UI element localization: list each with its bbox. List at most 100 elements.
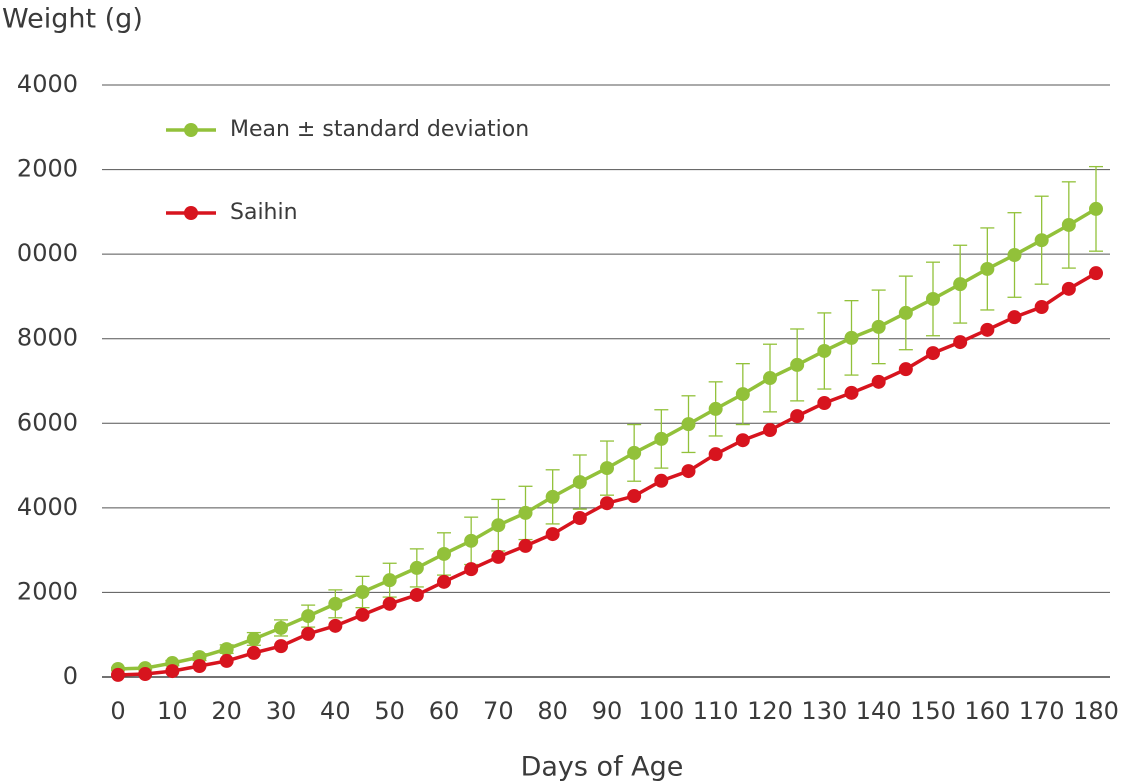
x-tick-label: 20 <box>211 697 242 725</box>
data-point <box>1007 310 1022 325</box>
data-point <box>871 319 886 334</box>
y-tick-label: 0 <box>63 662 78 690</box>
data-point <box>301 609 316 624</box>
x-tick-label: 160 <box>964 697 1010 725</box>
data-point <box>246 631 261 646</box>
y-tick-label: 0000 <box>17 239 78 267</box>
data-point <box>274 639 288 654</box>
data-point <box>681 464 696 479</box>
data-point <box>1061 281 1076 296</box>
data-point <box>437 546 451 561</box>
data-point <box>382 573 397 588</box>
x-tick-label: 100 <box>638 697 684 725</box>
data-point <box>708 447 723 462</box>
x-tick-label: 170 <box>1019 697 1065 725</box>
data-point <box>382 596 397 611</box>
data-point <box>572 511 587 526</box>
data-point <box>763 423 777 438</box>
x-tick-label: 70 <box>483 697 514 725</box>
y-tick-label: 4000 <box>17 70 78 98</box>
data-point <box>790 357 805 372</box>
legend-marker <box>184 206 198 220</box>
data-point <box>491 518 506 533</box>
y-axis-title: Weight (g) <box>2 4 143 35</box>
data-point <box>355 607 370 622</box>
x-tick-label: 110 <box>693 697 739 725</box>
data-point <box>844 330 859 345</box>
data-point <box>409 587 424 602</box>
data-point <box>138 667 153 682</box>
data-point <box>464 533 479 548</box>
x-tick-label: 150 <box>910 697 956 725</box>
data-point <box>790 409 805 424</box>
x-tick-label: 130 <box>801 697 847 725</box>
x-tick-label: 50 <box>374 697 405 725</box>
data-point <box>491 549 506 564</box>
y-tick-label: 6000 <box>17 408 78 436</box>
data-point <box>627 445 642 460</box>
x-tick-label: 80 <box>537 697 568 725</box>
data-point <box>545 527 560 542</box>
data-point <box>654 431 669 446</box>
data-point <box>600 461 614 476</box>
legend-marker <box>184 123 198 137</box>
data-point <box>219 642 234 657</box>
x-tick-label: 60 <box>429 697 460 725</box>
data-point <box>871 374 886 389</box>
data-point <box>627 489 642 504</box>
data-point <box>464 562 479 577</box>
data-point <box>437 574 451 589</box>
data-point <box>219 653 234 668</box>
data-point <box>953 277 968 292</box>
y-tick-label: 2000 <box>17 155 78 183</box>
data-point <box>926 291 940 306</box>
data-point <box>681 417 696 432</box>
y-tick-label: 4000 <box>17 493 78 521</box>
data-point <box>1034 233 1049 248</box>
data-point <box>355 585 370 600</box>
data-point <box>301 626 316 641</box>
legend-label: Saihin <box>230 200 298 225</box>
data-point <box>572 475 587 490</box>
data-point <box>735 387 750 402</box>
legend-label: Mean ± standard deviation <box>230 117 529 142</box>
data-point <box>708 401 723 416</box>
data-point <box>817 395 832 410</box>
y-tick-label: 2000 <box>17 577 78 605</box>
data-point <box>926 346 940 361</box>
y-tick-label: 8000 <box>17 324 78 352</box>
x-tick-label: 30 <box>266 697 297 725</box>
x-tick-label: 40 <box>320 697 351 725</box>
x-tick-label: 90 <box>592 697 623 725</box>
data-point <box>409 560 424 575</box>
data-point <box>600 496 614 511</box>
data-point <box>1089 201 1103 216</box>
data-point <box>980 261 995 276</box>
data-point <box>1089 266 1103 281</box>
x-tick-label: 10 <box>157 697 188 725</box>
x-tick-label: 120 <box>747 697 793 725</box>
data-point <box>545 489 560 504</box>
x-tick-label: 0 <box>110 697 125 725</box>
x-tick-label: 180 <box>1073 697 1119 725</box>
data-point <box>274 620 288 635</box>
data-point <box>1034 300 1049 314</box>
data-point <box>328 596 343 611</box>
data-point <box>844 385 859 400</box>
data-point <box>518 538 533 553</box>
data-point <box>111 667 125 682</box>
data-point <box>1007 247 1022 262</box>
data-point <box>898 305 913 320</box>
data-point <box>980 322 995 337</box>
data-point <box>654 473 669 488</box>
data-point <box>1061 217 1076 232</box>
x-axis-title: Days of Age <box>521 752 684 783</box>
data-point <box>898 362 913 377</box>
data-point <box>192 659 207 674</box>
data-point <box>735 433 750 448</box>
data-point <box>763 371 777 386</box>
data-point <box>165 664 180 679</box>
series-line <box>117 207 1097 671</box>
x-tick-label: 140 <box>856 697 902 725</box>
